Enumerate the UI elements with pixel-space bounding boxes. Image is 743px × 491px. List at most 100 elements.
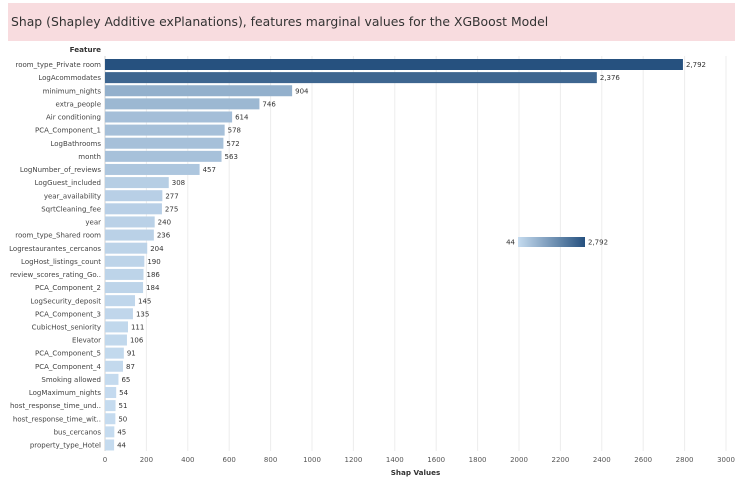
x-tick-label: 200 bbox=[140, 456, 153, 464]
category-label: PCA_Component_4 bbox=[35, 363, 102, 371]
category-label: host_response_time_und.. bbox=[10, 402, 101, 410]
category-label: review_scores_rating_Go.. bbox=[10, 271, 101, 279]
bars-group bbox=[105, 59, 683, 451]
bar bbox=[105, 111, 233, 123]
category-label: LogGuest_included bbox=[35, 179, 101, 187]
category-label: PCA_Component_2 bbox=[35, 284, 101, 292]
x-tick-label: 600 bbox=[223, 456, 236, 464]
value-label: 91 bbox=[127, 350, 136, 358]
bar bbox=[105, 85, 293, 97]
bar bbox=[105, 72, 597, 84]
category-label: room_type_Private room bbox=[16, 61, 102, 69]
x-tick-label: 1200 bbox=[344, 456, 362, 464]
category-label: Smoking allowed bbox=[41, 376, 101, 384]
bar bbox=[105, 242, 148, 254]
category-label: bus_cercanos bbox=[54, 428, 102, 436]
x-tick-label: 800 bbox=[264, 456, 277, 464]
bar bbox=[105, 255, 145, 267]
bar bbox=[105, 334, 127, 346]
value-label: 87 bbox=[126, 363, 135, 371]
bar bbox=[105, 268, 144, 280]
value-label: 145 bbox=[138, 297, 151, 305]
bar bbox=[105, 124, 225, 136]
bar bbox=[105, 308, 133, 320]
bar bbox=[105, 321, 128, 333]
color-legend-gradient bbox=[518, 237, 585, 247]
value-label: 240 bbox=[158, 219, 171, 227]
category-label: Logrestaurantes_cercanos bbox=[9, 245, 101, 253]
title-banner: Shap (Shapley Additive exPlanations), fe… bbox=[8, 3, 735, 41]
value-label: 746 bbox=[262, 100, 276, 108]
category-label: Air conditioning bbox=[46, 114, 101, 122]
bar bbox=[105, 216, 155, 228]
bar bbox=[105, 229, 154, 241]
value-labels: 2,792 2,376 904 746 614 578 572 563 457 308 277 275… bbox=[117, 61, 706, 449]
value-label: 45 bbox=[117, 428, 126, 436]
x-tick-label: 400 bbox=[181, 456, 194, 464]
category-label: month bbox=[78, 153, 101, 161]
value-label: 578 bbox=[228, 127, 241, 135]
feature-axis-header: Feature bbox=[70, 45, 101, 54]
x-tick-labels: 0 200 400 600 800 1000 1200 1400 1600 1800 2000 220… bbox=[103, 456, 735, 464]
value-label: 51 bbox=[119, 402, 128, 410]
bar bbox=[105, 137, 224, 149]
bar bbox=[105, 373, 119, 385]
color-legend: 44 2,792 bbox=[506, 237, 608, 247]
category-label: LogSecurity_deposit bbox=[30, 297, 101, 305]
category-label: LogMaximum_nights bbox=[29, 389, 101, 397]
category-label: year_availability bbox=[44, 192, 101, 200]
bar bbox=[105, 177, 169, 189]
legend-min-label: 44 bbox=[506, 239, 515, 247]
bar bbox=[105, 282, 144, 294]
x-tick-label: 2600 bbox=[634, 456, 652, 464]
x-tick-label: 2000 bbox=[510, 456, 528, 464]
category-label: LogAcommodates bbox=[38, 74, 101, 82]
value-label: 54 bbox=[119, 389, 128, 397]
bar bbox=[105, 150, 222, 162]
value-label: 106 bbox=[130, 337, 144, 345]
category-label: room_type_Shared room bbox=[15, 232, 101, 240]
x-tick-label: 1800 bbox=[469, 456, 487, 464]
value-label: 277 bbox=[165, 192, 178, 200]
category-label: PCA_Component_5 bbox=[35, 350, 101, 358]
category-label: LogNumber_of_reviews bbox=[20, 166, 102, 174]
value-label: 44 bbox=[117, 442, 126, 450]
value-label: 50 bbox=[118, 415, 127, 423]
category-label: year bbox=[85, 219, 101, 227]
chart-title: Shap (Shapley Additive exPlanations), fe… bbox=[11, 14, 549, 29]
x-tick-label: 1400 bbox=[386, 456, 404, 464]
category-label: host_response_time_wit.. bbox=[13, 415, 101, 423]
value-label: 190 bbox=[147, 258, 160, 266]
value-label: 904 bbox=[295, 87, 309, 95]
bar bbox=[105, 413, 116, 425]
value-label: 572 bbox=[226, 140, 239, 148]
category-label: SqrtCleaning_fee bbox=[41, 205, 101, 213]
bar bbox=[105, 400, 116, 412]
bar bbox=[105, 439, 115, 451]
x-tick-label: 2800 bbox=[676, 456, 694, 464]
value-label: 275 bbox=[165, 205, 178, 213]
value-label: 614 bbox=[235, 114, 249, 122]
value-label: 135 bbox=[136, 310, 149, 318]
value-label: 308 bbox=[172, 179, 185, 187]
value-label: 184 bbox=[146, 284, 160, 292]
category-label: PCA_Component_1 bbox=[35, 127, 101, 135]
value-label: 457 bbox=[203, 166, 216, 174]
category-label: CubicHost_seniority bbox=[32, 324, 101, 332]
value-label: 111 bbox=[131, 324, 144, 332]
category-labels: room_type_Private room LogAcommodates mini… bbox=[9, 61, 101, 449]
bar bbox=[105, 387, 117, 398]
category-label: property_type_Hotel bbox=[30, 442, 101, 450]
value-label: 204 bbox=[150, 245, 164, 253]
value-label: 65 bbox=[121, 376, 130, 384]
x-tick-label: 0 bbox=[103, 456, 107, 464]
legend-max-label: 2,792 bbox=[588, 239, 608, 247]
bar bbox=[105, 190, 163, 202]
x-tick-label: 1000 bbox=[303, 456, 321, 464]
bar bbox=[105, 347, 124, 359]
x-tick-label: 1600 bbox=[427, 456, 445, 464]
bar bbox=[105, 59, 683, 70]
bar bbox=[105, 98, 260, 110]
category-label: Elevator bbox=[72, 337, 101, 345]
